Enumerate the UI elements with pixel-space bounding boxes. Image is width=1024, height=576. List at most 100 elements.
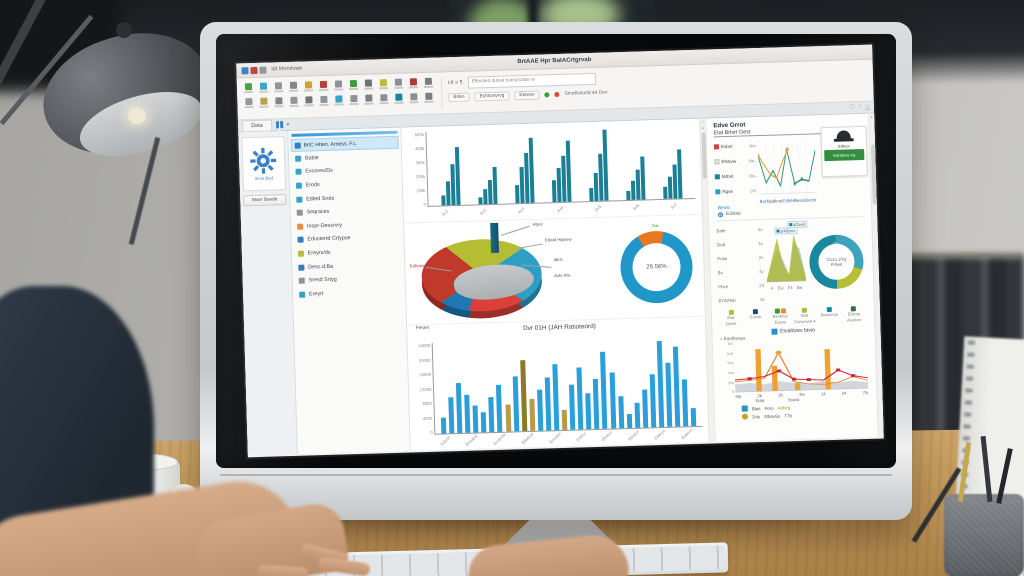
legend-swatch <box>714 174 720 180</box>
bar <box>536 389 544 431</box>
bar <box>631 180 636 200</box>
window-control-icon[interactable]: △ <box>865 104 870 111</box>
bar <box>481 412 487 433</box>
toolbar-icon[interactable] <box>304 81 313 89</box>
axis-tick: Ebvbvr <box>626 428 640 442</box>
action-button[interactable]: Brtrsdtws.vrg <box>824 148 865 162</box>
area-and-donut-row: Bate 4v Drat 4v Prise 2v Bv 4v Price 24 B7A2%b 18 1… <box>716 219 865 307</box>
axis-tick[interactable]: Tavblrve <box>765 198 783 204</box>
axis-tick[interactable]: Bezhr <box>805 197 817 203</box>
axis-tick: Av2 <box>478 207 488 216</box>
radio-icon[interactable] <box>717 212 724 218</box>
line-chart-row: Exbvt Nrv Efvbvw Ne– Mrbvt De– Rgve DS. <box>713 136 817 199</box>
toolbar-icon[interactable] <box>275 97 283 105</box>
scrollbar-thumb[interactable] <box>870 144 877 205</box>
toolbar-icon[interactable] <box>305 96 313 104</box>
ribbon-button[interactable]: Etvwvs <box>514 90 540 101</box>
scroll-up-icon[interactable]: ▴ <box>701 124 704 130</box>
toolbar-icon[interactable] <box>379 79 388 87</box>
stat-value: 4v <box>757 226 763 232</box>
ribbon-button[interactable]: Echtvstvrvg <box>474 91 510 102</box>
bar <box>529 398 536 431</box>
bar <box>515 185 520 204</box>
kpi-item[interactable]: Ebtvop Asvdvre <box>842 306 866 323</box>
kpi-label: Betovrrve <box>820 311 839 318</box>
toolbar-icon[interactable] <box>364 79 373 87</box>
area-chart-svg <box>766 234 807 283</box>
kpi-item[interactable]: Etar Dyvre <box>719 309 743 327</box>
axis-subtick: 5tvwd <box>788 397 800 403</box>
menu-item-icon <box>295 169 302 176</box>
toolbar-icon[interactable] <box>409 78 418 86</box>
toolbar-icon[interactable] <box>274 82 283 90</box>
legend-extra: T7b <box>784 412 793 419</box>
pie-chart-3d: Htyre Edatd Hpjvew 4brS Avhr 8% Edhessv <box>410 221 592 321</box>
pie-callout-label: Edatd Hpjvew <box>544 236 572 243</box>
pencil-cup <box>944 494 1024 576</box>
bar <box>544 377 552 431</box>
scroll-up-icon[interactable]: ▴ <box>870 113 873 119</box>
toolbar-icon[interactable] <box>394 78 403 86</box>
settings-card[interactable]: Ervs Bvd <box>241 136 286 192</box>
settings-card-label: Ervs Bvd <box>255 174 273 181</box>
toolbar-icon[interactable] <box>319 80 328 89</box>
toolbar-icon[interactable] <box>335 95 343 103</box>
ribbon-button[interactable]: Brtes <box>448 92 470 103</box>
toolbar-icon[interactable] <box>334 80 343 88</box>
right-panel: Edve Grrot Etat Brtvrt Gest Exbvt Nrv Efvb… <box>706 113 878 442</box>
legend-label: Efvbvw <box>721 158 737 165</box>
kpi-item[interactable]: Bnd Carovrvwl 4 <box>793 307 817 324</box>
menu-item-label: Ereyrs/ds <box>307 249 331 257</box>
toolbar-icon[interactable] <box>260 97 268 105</box>
tab-data[interactable]: Data <box>241 119 272 132</box>
bar <box>677 149 683 199</box>
toolbar-mini-icons[interactable]: Hf ≡ ¶ <box>447 79 463 87</box>
axis-tick[interactable]: Bessr <box>793 197 806 204</box>
toolbar-icon[interactable] <box>349 79 358 88</box>
toolbar-icon[interactable] <box>395 93 403 101</box>
toolbar-icon[interactable] <box>424 77 433 85</box>
sidebar-button[interactable]: Mavr Bavde <box>243 194 287 207</box>
toolbar-icon[interactable] <box>350 94 358 103</box>
toolbar-icon[interactable] <box>320 95 328 104</box>
combo-chart: 8vt 6vb 5vq 4vq 2vp 0 <box>720 338 869 394</box>
window-control-icon[interactable]: □ <box>850 104 855 111</box>
donut-ring: Rat 26.56% <box>619 223 694 305</box>
pie-callout-label: Htyre <box>532 221 543 227</box>
kpi-label: Evove <box>750 314 762 320</box>
bar <box>440 417 447 434</box>
kpi-item[interactable]: Betovrrve <box>817 306 841 324</box>
search-input[interactable]: Effectied dutval tvanchzatei w <box>467 72 596 89</box>
kpi-item[interactable]: Bevbrey Evens <box>768 308 792 325</box>
device-card: Edtvor Brtrsdtws.vrg <box>820 125 868 178</box>
scrollbar-thumb[interactable] <box>701 132 707 179</box>
bar-group <box>514 129 535 204</box>
legend-item: Efvbvw Ne– <box>714 158 756 165</box>
bar <box>609 372 616 429</box>
pie-callout-label: 4brS <box>553 256 563 263</box>
bar <box>512 376 519 432</box>
pie-callout-label: Avhr 8% <box>553 272 571 279</box>
toolbar-icon[interactable] <box>410 93 418 101</box>
bar-group <box>551 128 572 203</box>
kpi-item[interactable]: Evove <box>743 309 767 326</box>
menu-item[interactable]: Ereyrt <box>295 285 404 302</box>
toolbar-icon[interactable] <box>380 94 388 102</box>
bar <box>448 396 455 434</box>
axis-tick: 2VHvr <box>575 431 588 443</box>
toolbar-icon[interactable] <box>425 92 433 100</box>
toolbar-icon[interactable] <box>244 83 253 91</box>
chevron-down-icon[interactable]: ▾ <box>286 121 290 128</box>
bar-chart-title: Dvr 01H (JAH Ratioteord) <box>522 322 596 333</box>
sheet-grid-icon[interactable] <box>275 121 283 129</box>
toolbar-icon[interactable] <box>365 94 373 102</box>
axis-tick: 100k <box>416 187 426 194</box>
toolbar-icon[interactable] <box>259 82 268 90</box>
toolbar-icon[interactable] <box>290 96 298 104</box>
axis-tick[interactable]: Edhfe <box>782 198 794 204</box>
window-control-icon[interactable]: ↑ <box>858 104 862 111</box>
toolbar-icon[interactable] <box>289 81 298 89</box>
bar <box>649 374 657 428</box>
toolbar-icon[interactable] <box>245 98 253 106</box>
y-axis: 500k 400k 300k 200k 100k 0 <box>406 132 428 208</box>
